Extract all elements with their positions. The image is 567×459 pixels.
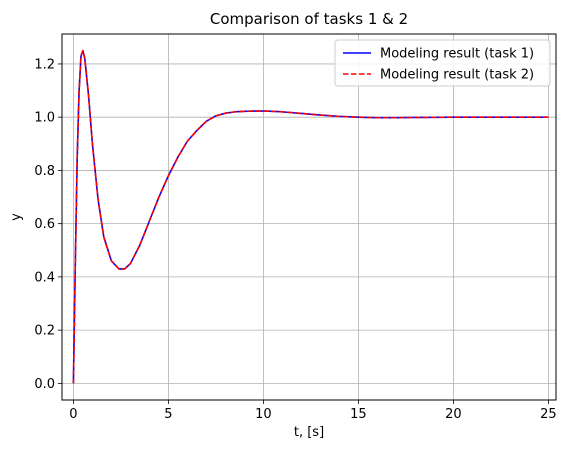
x-tick-label: 20: [445, 407, 462, 422]
y-tick-label: 1.0: [34, 111, 55, 126]
y-tick-label: 0.8: [34, 164, 55, 179]
series-lines: [72, 49, 549, 384]
series-line: [72, 49, 549, 384]
x-tick-label: 15: [350, 407, 367, 422]
x-tick-label: 10: [255, 407, 272, 422]
y-tick-label: 0.0: [34, 377, 55, 392]
legend: Modeling result (task 1) Modeling result …: [334, 39, 551, 87]
legend-box: [334, 39, 551, 87]
y-tick-label: 0.6: [34, 217, 55, 232]
y-axis-label: y: [9, 213, 24, 221]
legend-entry-label: Modeling result (task 2): [380, 68, 534, 83]
x-tick-label: 25: [540, 407, 557, 422]
axis-ticks: 0 5 10 15 20 25 0.0 0.2 0.4 0.6 0.8 1.0 1.2: [34, 57, 556, 422]
y-tick-label: 0.4: [34, 270, 55, 285]
grid-lines: [62, 34, 556, 400]
x-tick-label: 5: [164, 407, 172, 422]
y-tick-label: 0.2: [34, 324, 55, 339]
x-tick-label: 0: [69, 407, 77, 422]
y-tick-label: 1.2: [34, 57, 55, 72]
chart-title: Comparison of tasks 1 & 2: [210, 10, 408, 28]
legend-entry-label: Modeling result (task 1): [380, 47, 534, 62]
x-axis-label: t, [s]: [294, 425, 324, 440]
plot-area-frame: [61, 33, 557, 401]
